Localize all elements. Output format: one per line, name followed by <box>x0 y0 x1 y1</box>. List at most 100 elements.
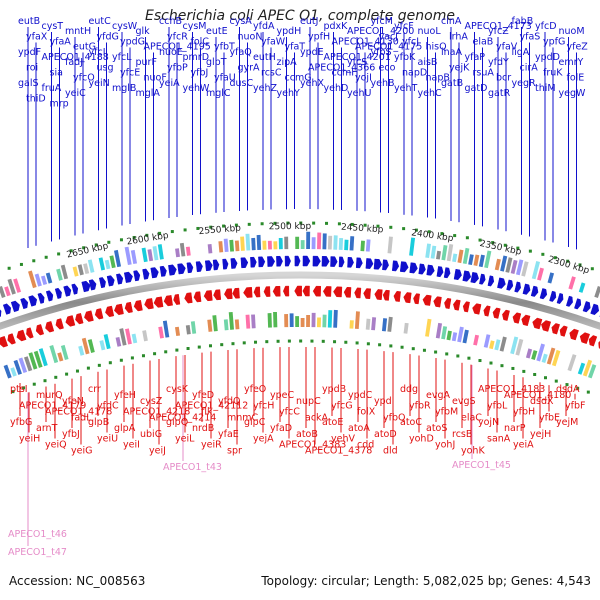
reverse-gene-arrow <box>453 299 461 311</box>
reverse-gene-label: yfbJ <box>62 429 80 440</box>
forward-gene-label: mntH <box>65 26 91 37</box>
forward-gene-label: mglC <box>206 88 231 99</box>
forward-gene-label: yfcF <box>394 21 414 32</box>
reverse-feature-box <box>515 338 524 356</box>
reverse-gene-arrow <box>532 317 543 330</box>
reverse-gene-arrow <box>243 287 253 298</box>
forward-gene-label: yfbP <box>167 63 188 74</box>
tick-dot <box>325 221 329 225</box>
tick-dot <box>511 366 515 370</box>
forward-feature-box <box>452 253 458 263</box>
forward-gene-arrow <box>426 264 435 276</box>
forward-feature-box <box>114 249 122 268</box>
forward-feature-box <box>284 236 289 250</box>
reverse-feature-box <box>28 352 38 370</box>
forward-feature-box <box>547 272 555 284</box>
reverse-gene-label: APECO1_4383 <box>279 440 346 451</box>
reverse-gene-label: yeiI <box>123 440 140 451</box>
forward-feature-box <box>441 245 448 261</box>
forward-gene-label: gatR <box>488 88 511 99</box>
tick-dot <box>186 347 190 351</box>
forward-gene-label: cinA <box>441 16 462 27</box>
reverse-gene-arrow <box>0 335 9 348</box>
reverse-gene-label: sanA <box>487 434 511 445</box>
reverse-gene-label: yfeD <box>192 390 214 401</box>
tick-dot <box>196 226 200 230</box>
genome-backbone <box>0 271 600 330</box>
tick-dot <box>467 356 471 360</box>
reverse-feature-box <box>588 364 597 379</box>
reverse-feature-box <box>441 326 448 340</box>
forward-gene-label: ccmG <box>285 73 312 84</box>
forward-feature-box <box>0 286 6 298</box>
reverse-gene-label: APECO1_4218 <box>123 407 190 418</box>
reverse-gene-label: narP <box>504 423 526 434</box>
tick-dot <box>503 243 507 247</box>
genome-summary: Topology: circular; Length: 5,082,025 bp… <box>261 574 591 588</box>
reverse-gene-label: arnT <box>36 423 58 434</box>
forward-gene-arrow <box>98 277 106 289</box>
reverse-gene-label: yeiG <box>71 446 92 457</box>
forward-feature-box <box>179 242 186 257</box>
reverse-gene-arrow <box>35 324 45 336</box>
forward-feature-box <box>446 244 454 262</box>
tick-dot <box>389 344 393 348</box>
forward-gene-arrow <box>212 259 220 271</box>
forward-gene-label: glk <box>136 26 151 37</box>
reverse-gene-label: atoA <box>348 423 370 434</box>
reverse-gene-label: yfbE <box>539 413 560 424</box>
reverse-gene-label: ypdI <box>374 396 394 407</box>
forward-gene-arrow <box>373 258 383 270</box>
reverse-gene-label: atoD <box>374 429 397 440</box>
tick-dot <box>576 386 580 390</box>
reverse-gene-label: yohD <box>409 434 434 445</box>
forward-gene-label: yfaX <box>26 32 48 43</box>
scale-label: 2550 kbp <box>198 224 241 238</box>
tick-dot <box>54 375 58 379</box>
tick-dot <box>299 221 303 225</box>
reverse-gene-label: yfdC <box>97 401 119 412</box>
reverse-feature-box <box>33 350 43 368</box>
forward-gene-arrow <box>443 267 451 279</box>
forward-feature-box <box>4 286 11 297</box>
reverse-gene-label: flk <box>201 407 213 418</box>
forward-feature-box <box>311 237 316 250</box>
reverse-feature-box <box>228 311 234 330</box>
forward-feature-box <box>387 236 393 254</box>
forward-gene-label: gyrA <box>238 63 261 74</box>
reverse-gene-label: spr <box>227 446 242 457</box>
reverse-gene-label: yeiU <box>97 434 118 445</box>
tick-dot <box>489 361 493 365</box>
forward-feature-box <box>98 257 106 271</box>
tick-dot <box>350 222 354 226</box>
reverse-gene-arrow <box>579 332 591 345</box>
reverse-gene-label: yfaE <box>218 429 239 440</box>
reverse-gene-arrow <box>75 313 84 325</box>
reverse-gene-label: dsdX <box>530 396 554 407</box>
forward-feature-box <box>13 278 22 293</box>
reverse-feature-box <box>435 322 443 339</box>
reverse-feature-box <box>38 348 48 367</box>
tick-dot <box>119 238 123 242</box>
reverse-feature-box <box>174 326 181 337</box>
reverse-gene-arrow <box>144 298 154 310</box>
forward-feature-box <box>317 232 322 250</box>
forward-gene-label: yfbJ <box>191 68 209 79</box>
forward-gene-arrow <box>222 258 229 270</box>
forward-feature-box <box>77 264 84 276</box>
forward-gene-label: nuoN <box>238 32 263 43</box>
reverse-gene-arrow <box>65 315 76 327</box>
reverse-gene-arrow <box>512 312 522 324</box>
forward-gene-label: yfdA <box>253 21 275 32</box>
reverse-gene-arrow <box>173 294 181 305</box>
tick-dot <box>378 343 382 347</box>
reverse-gene-arrow <box>343 286 352 298</box>
reverse-gene-arrow <box>163 295 173 307</box>
reverse-gene-label: nupC <box>296 396 321 407</box>
reverse-feature-box <box>162 320 170 338</box>
tick-dot <box>170 230 174 234</box>
forward-gene-label: yfaS <box>520 32 541 43</box>
forward-gene-label: folE <box>567 73 585 84</box>
reverse-feature-box <box>462 329 469 344</box>
